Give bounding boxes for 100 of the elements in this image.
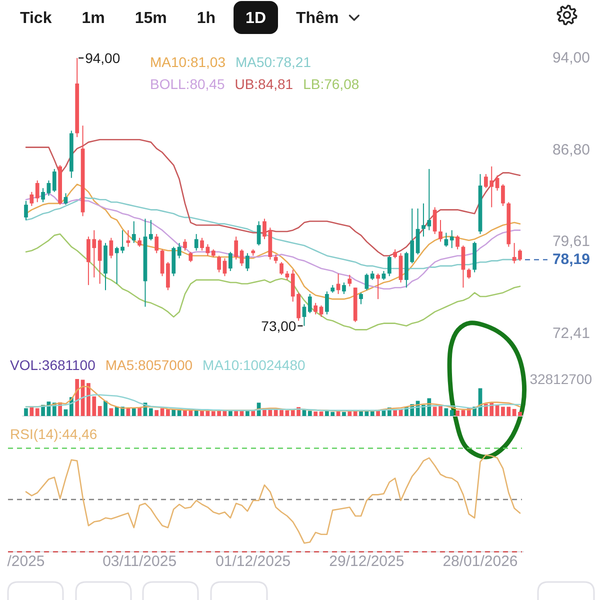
text: Tick [20, 10, 52, 27]
candlestick [228, 251, 232, 272]
candlestick [183, 238, 187, 252]
ref-line-label: 78,19 [552, 251, 590, 268]
bar [246, 410, 250, 416]
chart-title: VOL:3681100 [10, 357, 96, 373]
bar [319, 412, 324, 416]
text: BOLL:80,45 [150, 76, 225, 92]
x-tick-label: 29/12/2025 [329, 553, 404, 570]
text: MA10:81,03 [150, 54, 226, 70]
text: MA50:78,21 [235, 54, 312, 70]
candlestick [348, 274, 352, 287]
bar [148, 408, 153, 416]
candlestick [132, 220, 136, 244]
bar [444, 408, 448, 416]
text: 1m [82, 10, 105, 27]
bar [35, 408, 40, 416]
bar [376, 410, 380, 416]
candlestick [160, 248, 164, 277]
y-tick-label: 86,80 [552, 141, 590, 158]
bar [308, 410, 312, 416]
bar [251, 410, 256, 416]
bar [109, 408, 114, 416]
candlestick [246, 252, 250, 272]
bar [228, 410, 232, 416]
candlestick [200, 237, 204, 252]
bar [450, 410, 454, 416]
bar [370, 411, 374, 416]
candlestick [325, 290, 329, 315]
bar [461, 410, 466, 416]
bar [285, 410, 290, 416]
candlestick [41, 188, 45, 203]
bar [314, 412, 318, 416]
candlestick [188, 251, 193, 263]
candlestick [194, 234, 198, 252]
candlestick [342, 282, 346, 294]
bar [160, 408, 164, 416]
candlestick [450, 230, 454, 249]
bar [172, 409, 176, 416]
x-tick-label: 28/01/2026 [442, 553, 518, 570]
bar [194, 410, 198, 416]
candlestick [308, 293, 312, 314]
text: UB:84,81 [234, 76, 294, 92]
text: 1h [196, 10, 216, 27]
bar [200, 410, 204, 416]
text: 1D [246, 10, 266, 27]
bar [104, 400, 108, 416]
y-tick-label: 79,61 [552, 233, 590, 250]
candlestick [234, 236, 238, 260]
candlestick [64, 192, 68, 206]
bar [342, 412, 346, 416]
text: 32812700 [530, 371, 592, 387]
y-tick-label: 72,41 [552, 324, 590, 342]
candlestick [359, 292, 363, 305]
bar [98, 406, 102, 416]
candlestick [98, 238, 102, 284]
bar [132, 408, 136, 416]
bar [302, 410, 306, 416]
x-tick-label: /2025 [7, 553, 45, 570]
bar [24, 408, 28, 416]
candlestick [438, 220, 442, 242]
candlestick [280, 262, 284, 276]
bar [456, 410, 460, 416]
bar [393, 410, 398, 416]
candlestick [376, 273, 380, 300]
candlestick [364, 273, 369, 291]
candlestick [35, 180, 40, 203]
text: 94,00 [85, 50, 120, 66]
candlestick [302, 304, 306, 326]
text: MA10:10024480 [202, 357, 306, 373]
bar [154, 410, 159, 416]
candlestick [466, 268, 471, 280]
series-label: MA5:8057000 [105, 357, 193, 373]
bar [166, 409, 170, 416]
candlestick [154, 234, 159, 254]
candlestick [314, 302, 318, 315]
x-tick-label: 03/11/2025 [102, 553, 177, 570]
candlestick [148, 220, 153, 241]
text: Thêm [296, 10, 339, 27]
candlestick [30, 191, 34, 206]
candlestick [109, 237, 114, 259]
candlestick [24, 200, 28, 220]
text: 73,00 [261, 318, 296, 334]
bar [234, 410, 238, 416]
candlestick [52, 168, 56, 192]
text: LB:76,08 [303, 76, 360, 92]
bar [75, 379, 80, 416]
candlestick [126, 230, 130, 248]
y-tick-label: 94,00 [552, 50, 590, 66]
candlestick [432, 206, 437, 235]
candlestick [217, 255, 221, 273]
candlestick [501, 184, 505, 206]
candlestick [319, 304, 324, 318]
bar [336, 412, 340, 416]
candlestick [456, 234, 460, 250]
candlestick [387, 255, 392, 277]
text: 15m [134, 10, 167, 27]
candlestick [256, 220, 261, 246]
x-tick-label: 01/12/2025 [216, 553, 291, 570]
candlestick [444, 232, 448, 248]
